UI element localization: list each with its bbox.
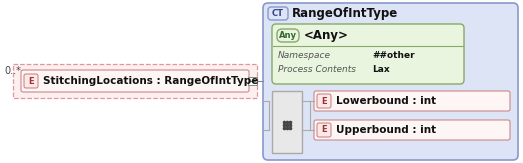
Text: E: E <box>321 126 327 134</box>
Text: Process Contents: Process Contents <box>278 66 356 74</box>
Bar <box>272 91 302 153</box>
Text: E: E <box>28 76 34 86</box>
FancyBboxPatch shape <box>314 120 510 140</box>
Text: E: E <box>321 96 327 105</box>
Text: <Any>: <Any> <box>304 29 349 42</box>
Text: Lax: Lax <box>372 66 390 74</box>
Text: 0..*: 0..* <box>4 66 21 76</box>
Text: CT: CT <box>272 9 284 18</box>
FancyBboxPatch shape <box>268 7 288 20</box>
Text: StitchingLocations : RangeOfIntType: StitchingLocations : RangeOfIntType <box>43 76 258 86</box>
FancyBboxPatch shape <box>314 91 510 111</box>
Text: Any: Any <box>279 31 297 40</box>
Text: Namespace: Namespace <box>278 52 331 60</box>
FancyBboxPatch shape <box>24 74 38 88</box>
FancyBboxPatch shape <box>21 70 249 92</box>
FancyBboxPatch shape <box>277 29 299 42</box>
FancyBboxPatch shape <box>272 24 464 84</box>
Bar <box>13 64 257 98</box>
Text: RangeOfIntType: RangeOfIntType <box>292 7 398 20</box>
Bar <box>248 77 257 85</box>
Text: ##other: ##other <box>372 52 415 60</box>
Text: Lowerbound : int: Lowerbound : int <box>336 96 436 106</box>
FancyBboxPatch shape <box>263 3 518 160</box>
FancyBboxPatch shape <box>317 123 331 137</box>
Text: Upperbound : int: Upperbound : int <box>336 125 436 135</box>
FancyBboxPatch shape <box>317 94 331 108</box>
